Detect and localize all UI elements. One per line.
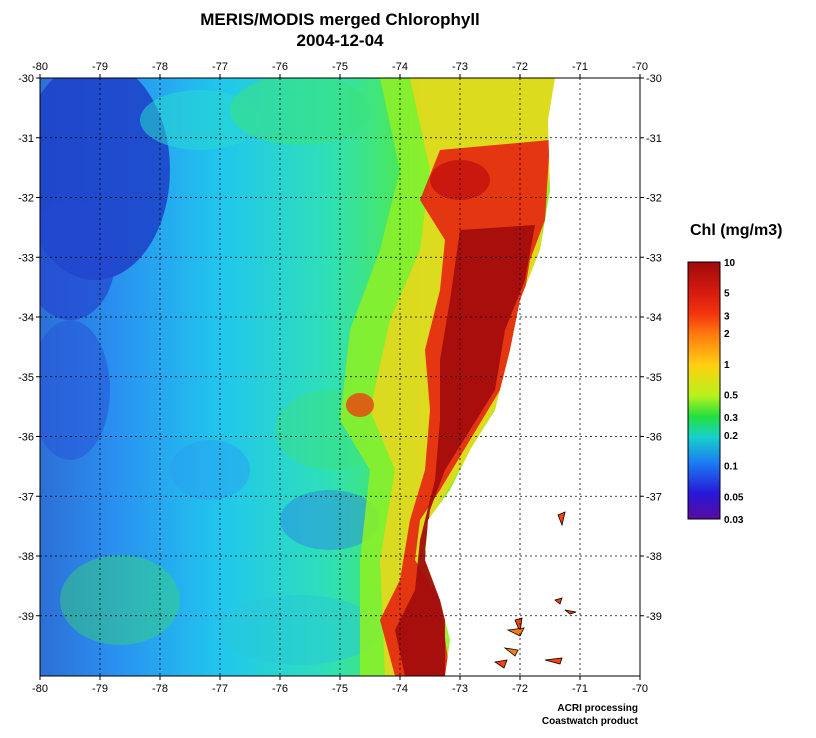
lon-tick-label-top: -73 <box>452 61 468 73</box>
lat-tick-label-right: -39 <box>646 611 662 623</box>
lat-tick-label-right: -31 <box>646 133 662 145</box>
lat-tick-label-left: -35 <box>18 372 34 384</box>
lat-tick-label-right: -30 <box>646 73 662 85</box>
lat-tick-label-right: -33 <box>646 252 662 264</box>
lon-tick-label-top: -77 <box>212 61 228 73</box>
map-title: MERIS/MODIS merged Chlorophyll <box>200 10 480 29</box>
map-frame <box>39 77 641 677</box>
lon-tick-label-top: -74 <box>392 61 408 73</box>
colorbar-label: 0.5 <box>724 391 738 402</box>
lon-tick-label-top: -79 <box>92 61 108 73</box>
lon-tick-label-top: -71 <box>572 61 588 73</box>
lon-tick-label-bottom: -71 <box>572 683 588 695</box>
lon-tick-label-bottom: -77 <box>212 683 228 695</box>
lon-tick-label-bottom: -78 <box>152 683 168 695</box>
lat-tick-label-right: -37 <box>646 491 662 503</box>
credit-processing: ACRI processing <box>557 703 638 714</box>
colorbar-label: 0.1 <box>724 462 738 473</box>
lat-tick-label-left: -37 <box>18 491 34 503</box>
colorbar-label: 3 <box>724 311 730 322</box>
colorbar-label: 0.05 <box>724 492 744 503</box>
lat-tick-label-right: -34 <box>646 312 662 324</box>
lon-tick-label-bottom: -80 <box>32 683 48 695</box>
lon-tick-label-top: -78 <box>152 61 168 73</box>
credit-product: Coastwatch product <box>541 716 638 727</box>
map-date: 2004-12-04 <box>296 31 384 50</box>
lon-tick-label-bottom: -70 <box>632 683 648 695</box>
lat-tick-label-left: -31 <box>18 133 34 145</box>
lon-tick-label-bottom: -75 <box>332 683 348 695</box>
lat-tick-label-right: -35 <box>646 372 662 384</box>
lat-tick-label-left: -39 <box>18 611 34 623</box>
lon-tick-label-top: -75 <box>332 61 348 73</box>
lon-tick-label-bottom: -79 <box>92 683 108 695</box>
colorbar-label: 10 <box>724 258 736 269</box>
lat-tick-label-right: -38 <box>646 551 662 563</box>
lat-tick-label-left: -32 <box>18 193 34 205</box>
lat-tick-label-left: -36 <box>18 432 34 444</box>
chlorophyll-field <box>40 78 640 676</box>
graticule <box>40 78 640 676</box>
lat-tick-label-left: -33 <box>18 252 34 264</box>
lat-tick-label-left: -30 <box>18 73 34 85</box>
lon-tick-label-bottom: -76 <box>272 683 288 695</box>
lon-tick-label-bottom: -74 <box>392 683 408 695</box>
colorbar-label: 2 <box>724 329 730 340</box>
lat-tick-label-left: -34 <box>18 312 34 324</box>
lon-tick-label-top: -72 <box>512 61 528 73</box>
colorbar-label: 5 <box>724 289 730 300</box>
colorbar-title: Chl (mg/m3) <box>690 222 783 239</box>
coordinate-ticks: -80 -80 -79 -79 -78 -78 -77 -77 -76 -76 -75 -75 -74 -… <box>18 61 662 695</box>
lat-tick-label-left: -38 <box>18 551 34 563</box>
colorbar: 10 5 3 2 1 0.5 0.3 0.2 0.1 0.05 0.03 <box>687 258 744 526</box>
colorbar-label: 0.2 <box>724 431 738 442</box>
lon-tick-label-top: -70 <box>632 61 648 73</box>
colorbar-scale <box>687 261 721 520</box>
colorbar-label: 0.03 <box>724 515 744 526</box>
colorbar-label: 1 <box>724 360 730 371</box>
lat-tick-label-right: -32 <box>646 193 662 205</box>
lon-tick-label-top: -80 <box>32 61 48 73</box>
colorbar-label: 0.3 <box>724 413 738 424</box>
lon-tick-label-bottom: -72 <box>512 683 528 695</box>
lon-tick-label-bottom: -73 <box>452 683 468 695</box>
lat-tick-label-right: -36 <box>646 432 662 444</box>
lon-tick-label-top: -76 <box>272 61 288 73</box>
